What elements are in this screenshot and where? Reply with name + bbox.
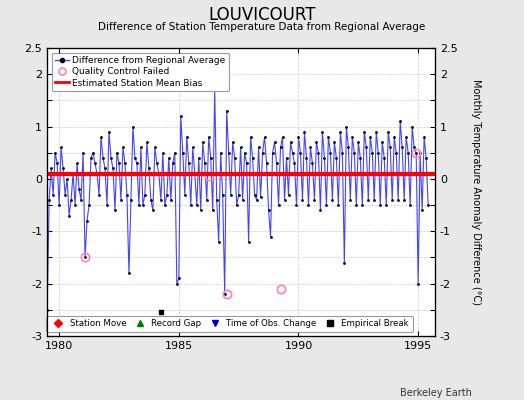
Legend: Station Move, Record Gap, Time of Obs. Change, Empirical Break: Station Move, Record Gap, Time of Obs. C…: [46, 316, 412, 332]
Text: Difference of Station Temperature Data from Regional Average: Difference of Station Temperature Data f…: [99, 22, 425, 32]
Text: LOUVICOURT: LOUVICOURT: [208, 6, 316, 24]
Y-axis label: Monthly Temperature Anomaly Difference (°C): Monthly Temperature Anomaly Difference (…: [472, 79, 482, 305]
Text: Berkeley Earth: Berkeley Earth: [400, 388, 472, 398]
